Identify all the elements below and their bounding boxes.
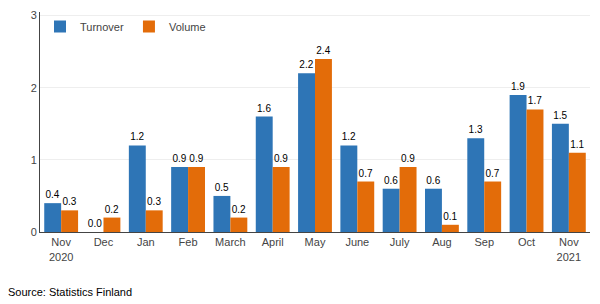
svg-text:1.6: 1.6 [257,103,271,114]
svg-text:0.7: 0.7 [486,168,500,179]
svg-text:March: March [215,236,246,248]
svg-text:Aug: Aug [432,236,452,248]
svg-text:1.2: 1.2 [342,131,356,142]
svg-text:Oct: Oct [518,236,535,248]
svg-text:0.7: 0.7 [359,168,373,179]
svg-text:Nov2020: Nov2020 [49,236,73,262]
svg-text:1.1: 1.1 [570,139,584,150]
svg-text:0.2: 0.2 [232,204,246,215]
svg-text:0.3: 0.3 [147,196,161,207]
svg-text:Sep: Sep [474,236,494,248]
svg-text:April: April [262,236,284,248]
svg-text:Source: Statistics Finland: Source: Statistics Finland [8,286,132,298]
svg-text:0: 0 [31,226,37,238]
svg-text:0.4: 0.4 [46,189,60,200]
svg-text:0.9: 0.9 [189,153,203,164]
svg-text:Feb: Feb [179,236,198,248]
svg-text:1.3: 1.3 [469,124,483,135]
svg-text:3: 3 [31,9,37,21]
svg-text:0.1: 0.1 [443,211,457,222]
svg-text:2.4: 2.4 [316,45,330,56]
svg-text:0.9: 0.9 [401,153,415,164]
svg-text:0.2: 0.2 [105,204,119,215]
svg-text:Turnover: Turnover [80,21,124,33]
svg-text:June: June [345,236,369,248]
svg-text:Nov2021: Nov2021 [557,236,581,262]
svg-text:1.5: 1.5 [553,110,567,121]
svg-text:1.7: 1.7 [528,95,542,106]
svg-text:0.5: 0.5 [215,182,229,193]
svg-text:2: 2 [31,82,37,94]
svg-text:Volume: Volume [169,21,206,33]
svg-text:0.0: 0.0 [88,218,102,229]
svg-text:1.2: 1.2 [130,131,144,142]
svg-text:0.3: 0.3 [62,196,76,207]
svg-text:0.6: 0.6 [426,175,440,186]
svg-text:0.9: 0.9 [274,153,288,164]
svg-text:May: May [305,236,326,248]
svg-text:1: 1 [31,154,37,166]
svg-text:2.2: 2.2 [299,59,313,70]
svg-text:July: July [390,236,410,248]
svg-text:0.9: 0.9 [172,153,186,164]
svg-text:Dec: Dec [94,236,114,248]
svg-text:1.9: 1.9 [511,81,525,92]
svg-text:Jan: Jan [137,236,155,248]
svg-text:0.6: 0.6 [384,175,398,186]
